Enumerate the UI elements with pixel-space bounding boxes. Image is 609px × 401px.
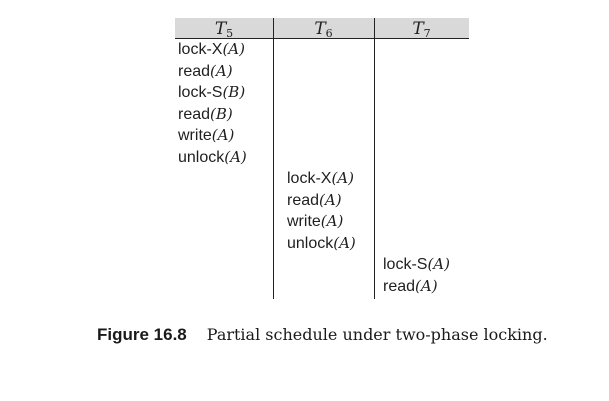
operation-name: lock-X [287, 170, 332, 187]
column-subscript: 6 [325, 27, 333, 40]
operation-name: lock-X [178, 41, 223, 58]
column-letter: T [412, 19, 424, 39]
operation-row: read(A) [287, 190, 356, 212]
schedule-table: T5 T6 T7 lock-X(A) read(A) lock-S(B) rea… [175, 18, 469, 299]
operation-row: lock-S(A) [383, 254, 450, 276]
column-header-t7: T7 [374, 18, 469, 40]
column-header-t6: T6 [273, 18, 374, 40]
operation-argument: (A) [222, 40, 245, 58]
figure-caption-text: Partial schedule under two-phase locking… [206, 325, 548, 344]
operation-argument: (A) [210, 61, 233, 80]
operation-row: lock-X(A) [287, 168, 356, 190]
operation-name: write [287, 213, 321, 230]
operation-row: read(A) [178, 61, 247, 83]
operation-name: unlock [178, 148, 225, 166]
column-letter: T [314, 19, 326, 39]
operation-row: read(A) [383, 276, 450, 298]
column-subscript: 5 [226, 27, 234, 40]
column-divider [273, 18, 274, 299]
table-header [175, 18, 469, 39]
operation-name: lock-S [178, 84, 223, 101]
operation-argument: (A) [211, 126, 235, 144]
t7-operations: lock-S(A) read(A) [383, 254, 450, 297]
operation-row: lock-S(B) [178, 82, 247, 104]
operation-argument: (B) [210, 104, 233, 123]
operation-name: read [178, 62, 211, 80]
operation-argument: (A) [320, 212, 344, 230]
operation-name: write [178, 127, 212, 144]
t6-operations: lock-X(A) read(A) write(A) unlock(A) [287, 168, 356, 254]
operation-argument: (A) [331, 169, 354, 187]
figure-caption: Figure 16.8 Partial schedule under two-ph… [97, 323, 548, 347]
column-letter: T [214, 19, 227, 39]
operation-row: lock-X(A) [178, 39, 247, 61]
column-divider [374, 18, 375, 299]
operation-argument: (A) [224, 147, 247, 166]
column-header-t5: T5 [175, 18, 273, 40]
figure-label: Figure 16.8 [97, 325, 187, 344]
operation-argument: (A) [319, 190, 342, 209]
operation-argument: (A) [415, 276, 438, 295]
operation-row: write(A) [178, 125, 247, 147]
operation-row: read(B) [178, 104, 247, 126]
operation-row: write(A) [287, 211, 356, 233]
operation-row: unlock(A) [287, 233, 356, 255]
column-subscript: 7 [423, 27, 431, 40]
operation-name: lock-S [383, 256, 428, 273]
operation-name: read [383, 277, 416, 295]
operation-name: unlock [287, 234, 334, 252]
operation-argument: (A) [333, 233, 356, 252]
t5-operations: lock-X(A) read(A) lock-S(B) read(B) writ… [178, 39, 247, 168]
operation-argument: (B) [222, 83, 246, 101]
operation-name: read [178, 105, 211, 123]
operation-argument: (A) [427, 255, 450, 273]
operation-row: unlock(A) [178, 147, 247, 169]
operation-name: read [287, 191, 320, 209]
